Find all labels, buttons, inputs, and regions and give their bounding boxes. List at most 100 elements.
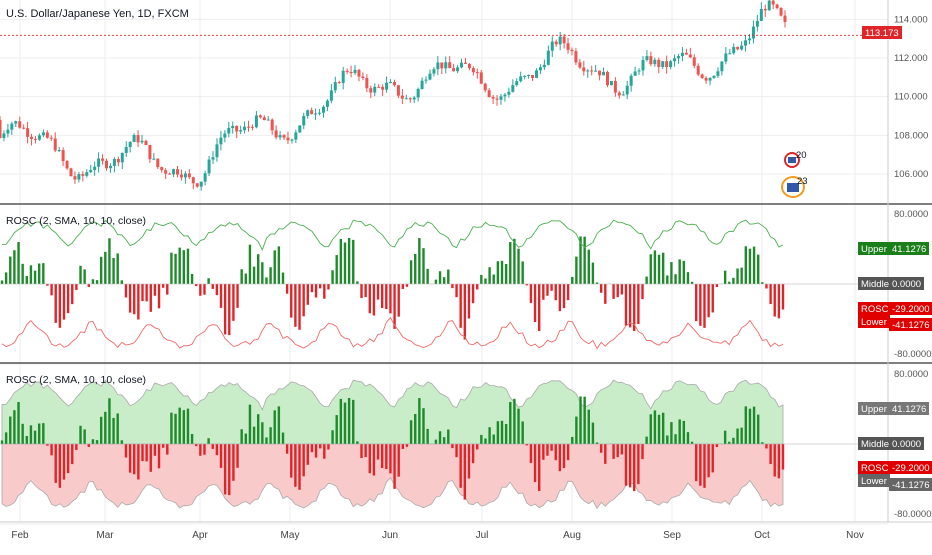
ind2-rosc-bar <box>83 429 85 444</box>
candle-body <box>531 75 534 78</box>
ind2-rosc-bar <box>716 444 718 447</box>
ind1-rosc-bar <box>356 281 358 284</box>
candle-body <box>764 9 767 10</box>
ind2-rosc-bar <box>765 444 767 448</box>
ind1-rosc-bar <box>654 250 656 284</box>
candle-body <box>732 47 735 53</box>
ind2-rosc-bar <box>373 444 375 476</box>
ind1-rosc-bar <box>92 279 94 284</box>
candle-body <box>105 161 108 168</box>
candle-body <box>152 159 155 160</box>
ind2-rosc-bar <box>42 423 44 444</box>
ind1-rosc-bar <box>373 284 375 316</box>
ind1-rosc-bar <box>360 284 362 298</box>
ind1-rosc-bar <box>447 270 449 284</box>
ind1-rosc-bar <box>178 248 180 284</box>
candle-body <box>673 58 676 61</box>
ind1-rosc-bar <box>212 284 214 289</box>
ind2-rosc-bar <box>125 444 127 457</box>
candle-body <box>578 62 581 67</box>
candle-body <box>401 96 404 99</box>
ind1-rosc-bar <box>765 284 767 288</box>
ind1-rosc-bar <box>170 253 172 284</box>
ind1-rosc-bar <box>104 252 106 284</box>
ind1-rosc-bar <box>187 249 189 284</box>
ind1-rosc-bar <box>683 261 685 284</box>
ind1-rosc-bar <box>468 284 470 318</box>
candle-body <box>85 172 88 176</box>
ind2-rosc-bar <box>30 425 32 444</box>
candle-body <box>626 86 629 95</box>
candle-body <box>551 42 554 51</box>
ind1-rosc-bar <box>216 284 218 295</box>
ind2-rosc-bar <box>232 444 234 481</box>
ind2-rosc-bar <box>240 429 242 444</box>
ind2-rosc-bar <box>612 444 614 459</box>
ind2-rosc-value: -29.2000 <box>889 461 932 474</box>
ind2-rosc-bar <box>691 442 693 444</box>
ind1-rosc-bar <box>195 284 197 286</box>
ind1-rosc-bar <box>736 269 738 284</box>
ind2-rosc-bar <box>455 444 457 457</box>
ind2-rosc-bar <box>670 422 672 444</box>
candle-body <box>586 70 589 71</box>
candle-body <box>255 115 258 127</box>
ind1-rosc-bar <box>699 284 701 326</box>
candle-body <box>444 62 447 68</box>
ind2-rosc-bar <box>302 444 304 476</box>
ind1-rosc-bar <box>145 284 147 301</box>
ind2-rosc-bar <box>538 444 540 491</box>
ind2-rosc-bar <box>199 444 201 456</box>
ind1-rosc-bar <box>150 284 152 312</box>
ind2-rosc-bar <box>567 444 569 460</box>
ind1-rosc-bar <box>464 284 466 340</box>
candle-body <box>121 153 124 162</box>
ind1-rosc-bar <box>488 267 490 284</box>
ind1-rosc-bar <box>745 246 747 284</box>
indicator-1-title: ROSC (2, SMA, 10, 10, close) <box>6 215 146 227</box>
candle-body <box>354 70 357 73</box>
xtick-apr: Apr <box>192 530 208 541</box>
ind2-rosc-bar <box>195 444 197 446</box>
candle-body <box>30 137 33 139</box>
ind2-rosc-bar <box>480 435 482 444</box>
ind2-rosc-bar <box>517 409 519 444</box>
ind1-rosc-bar <box>674 274 676 284</box>
ind2-upper-label: Upper <box>858 402 890 415</box>
ind1-rosc-bar <box>50 284 52 295</box>
ind1-rosc-bar <box>265 277 267 284</box>
ind2-rosc-bar <box>406 444 408 447</box>
ind1-middle-label: Middle <box>858 277 892 290</box>
ind2-rosc-bar <box>447 430 449 444</box>
ind2-rosc-bar <box>216 444 218 455</box>
candle-body <box>26 128 29 137</box>
ind1-rosc-bar <box>753 247 755 284</box>
ind1-rosc-bar <box>480 275 482 284</box>
ind1-rosc-bar <box>249 245 251 284</box>
ind2-rosc-bar <box>476 444 478 449</box>
candle-body <box>212 157 215 159</box>
ind1-rosc-bar <box>352 240 354 284</box>
candle-body <box>200 182 203 187</box>
candle-body <box>634 71 637 75</box>
candle-body <box>46 132 49 137</box>
ind1-rosc-bar <box>389 284 391 313</box>
ind2-rosc-bar <box>377 444 379 460</box>
candle-body <box>133 135 136 142</box>
ind2-rosc-bar <box>183 410 185 444</box>
ind2-rosc-bar <box>728 442 730 444</box>
ind2-rosc-bar <box>55 444 57 483</box>
ind1-rosc-bar <box>658 255 660 284</box>
xtick-sep: Sep <box>663 530 681 541</box>
ind1-rosc-bar <box>687 272 689 284</box>
candle-body <box>148 145 151 159</box>
ind2-middle-value: 0.0000 <box>889 437 924 450</box>
candle-body <box>50 138 53 139</box>
candle-body <box>172 169 175 174</box>
ind1-rosc-bar <box>381 284 383 308</box>
candle-body <box>302 116 305 126</box>
candle-body <box>58 150 61 151</box>
candle-body <box>503 95 506 97</box>
ind2-rosc-bar <box>749 409 751 444</box>
